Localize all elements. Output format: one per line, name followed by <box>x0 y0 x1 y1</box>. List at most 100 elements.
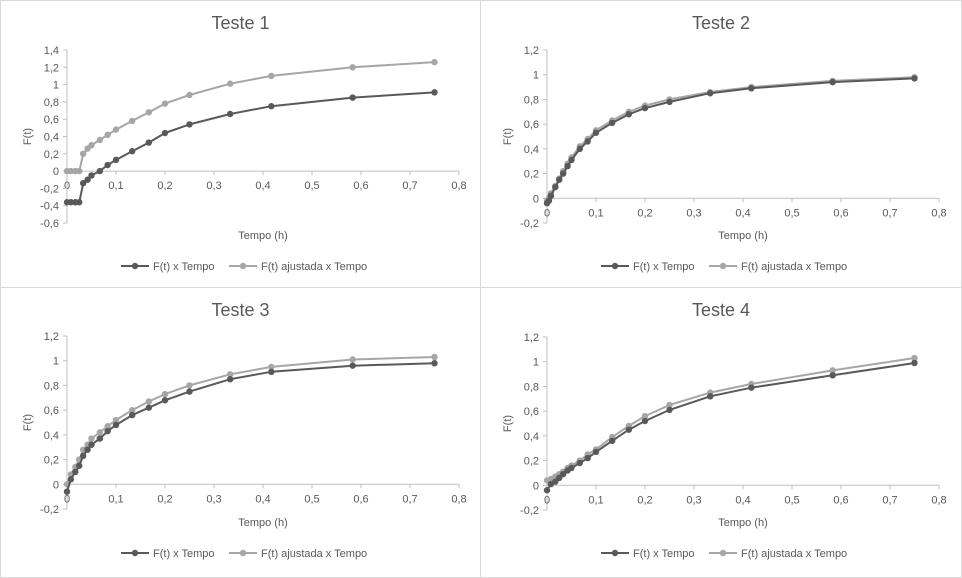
data-point <box>592 129 600 136</box>
data-point <box>911 354 918 362</box>
data-point <box>76 167 83 175</box>
x-tick-label: 0,4 <box>255 180 270 192</box>
x-tick-label: 0,6 <box>833 207 848 219</box>
x-tick-label: 0,8 <box>931 207 946 219</box>
y-axis-label: F(t) <box>22 414 34 431</box>
data-point <box>226 110 234 118</box>
y-axis-label: F(t) <box>502 128 514 145</box>
data-point <box>67 199 75 206</box>
x-axis-label: Tempo (h) <box>238 230 288 242</box>
y-tick-label: 1,4 <box>44 45 59 57</box>
data-point <box>112 421 120 429</box>
y-tick-label: 0,4 <box>524 431 539 443</box>
data-point <box>76 199 83 206</box>
y-tick-label: 0,8 <box>44 97 59 109</box>
x-tick-label: 0,6 <box>833 494 848 506</box>
x-tick-label: 0,5 <box>304 493 319 505</box>
data-point <box>641 417 649 425</box>
data-point <box>128 117 136 125</box>
chart-title: Teste 4 <box>692 300 750 320</box>
x-tick-label: 0,2 <box>637 494 652 506</box>
data-point <box>104 161 111 169</box>
data-point <box>911 359 918 367</box>
x-tick-label: 0,1 <box>588 494 603 506</box>
data-point <box>666 98 673 106</box>
data-point <box>576 459 584 467</box>
x-tick-label: 0,4 <box>735 207 750 219</box>
y-tick-label: 0,6 <box>44 114 59 126</box>
x-tick-label: 0,1 <box>108 180 123 192</box>
y-tick-label: 0,8 <box>524 381 539 393</box>
legend-item-1: F(t) ajustada x Tempo <box>709 261 847 273</box>
data-point <box>576 145 584 153</box>
y-axis-label: F(t) <box>22 128 34 145</box>
data-point <box>226 371 234 378</box>
y-tick-label: 0,8 <box>44 380 59 392</box>
series-line-0 <box>546 77 915 204</box>
legend-item-0: F(t) x Tempo <box>121 548 215 560</box>
x-tick-label: 0,2 <box>157 493 172 505</box>
x-tick-label: 0 <box>64 493 70 505</box>
data-point <box>161 397 169 404</box>
y-tick-label: -0,2 <box>40 504 59 516</box>
y-tick-label: 0,2 <box>44 455 59 467</box>
legend-item-0: F(t) x Tempo <box>601 548 695 560</box>
legend-label: F(t) x Tempo <box>153 261 215 273</box>
data-point <box>829 78 836 86</box>
data-point <box>226 80 234 87</box>
data-point <box>559 470 567 478</box>
data-point <box>104 131 111 138</box>
chart-title: Teste 1 <box>211 13 269 33</box>
legend-marker <box>611 549 619 557</box>
y-tick-label: 0,6 <box>44 405 59 417</box>
data-point <box>559 170 567 177</box>
y-tick-label: 1 <box>53 356 59 368</box>
data-point <box>145 109 153 116</box>
y-tick-label: 0,6 <box>524 406 539 418</box>
y-tick-label: 1 <box>533 357 539 369</box>
data-point <box>431 353 438 361</box>
data-point <box>268 103 275 110</box>
y-tick-label: 1,2 <box>44 331 59 343</box>
y-tick-label: -0,4 <box>40 201 59 213</box>
legend-item-0: F(t) x Tempo <box>601 261 695 273</box>
x-tick-label: 0,2 <box>637 207 652 219</box>
data-point <box>349 64 356 71</box>
data-point <box>547 192 555 200</box>
y-tick-label: 0 <box>53 166 59 178</box>
y-tick-label: 0 <box>53 479 59 491</box>
data-point <box>128 148 136 155</box>
x-tick-label: 0,3 <box>686 207 701 219</box>
data-point <box>145 404 153 411</box>
data-point <box>829 372 836 379</box>
y-tick-label: 0,2 <box>524 169 539 181</box>
chart-svg: Teste 1 0 0,1 0,2 0,3 0,4 0,5 0,6 0,7 0,8 -0,6 -0,4… <box>22 13 467 273</box>
data-point <box>67 476 75 483</box>
y-tick-label: 1,2 <box>44 62 59 74</box>
y-tick-label: -0,6 <box>40 218 59 230</box>
data-point <box>349 356 356 363</box>
x-axis-label: Tempo (h) <box>718 230 768 242</box>
data-point <box>268 368 275 376</box>
data-point <box>911 75 918 82</box>
data-point <box>706 393 714 400</box>
legend-label: F(t) x Tempo <box>633 261 695 273</box>
series-line-0 <box>546 362 915 491</box>
data-point <box>608 437 616 444</box>
data-point <box>186 388 193 395</box>
data-point <box>592 448 600 456</box>
data-point <box>545 197 553 204</box>
data-point <box>641 412 649 420</box>
data-point <box>706 90 714 97</box>
data-point <box>96 136 104 144</box>
data-point <box>79 180 87 187</box>
data-point <box>88 141 95 149</box>
data-point <box>556 176 563 183</box>
chart-panel-teste-4: Teste 4 0 0,1 0,2 0,3 0,4 0,5 0,6 0,7 0,8 -0,2 0 0,2… <box>480 287 962 578</box>
x-tick-label: 0,6 <box>353 493 368 505</box>
data-point <box>112 156 120 164</box>
data-point <box>226 376 234 383</box>
y-tick-label: 0,4 <box>44 132 59 144</box>
data-point <box>349 362 356 369</box>
data-point <box>268 363 275 371</box>
